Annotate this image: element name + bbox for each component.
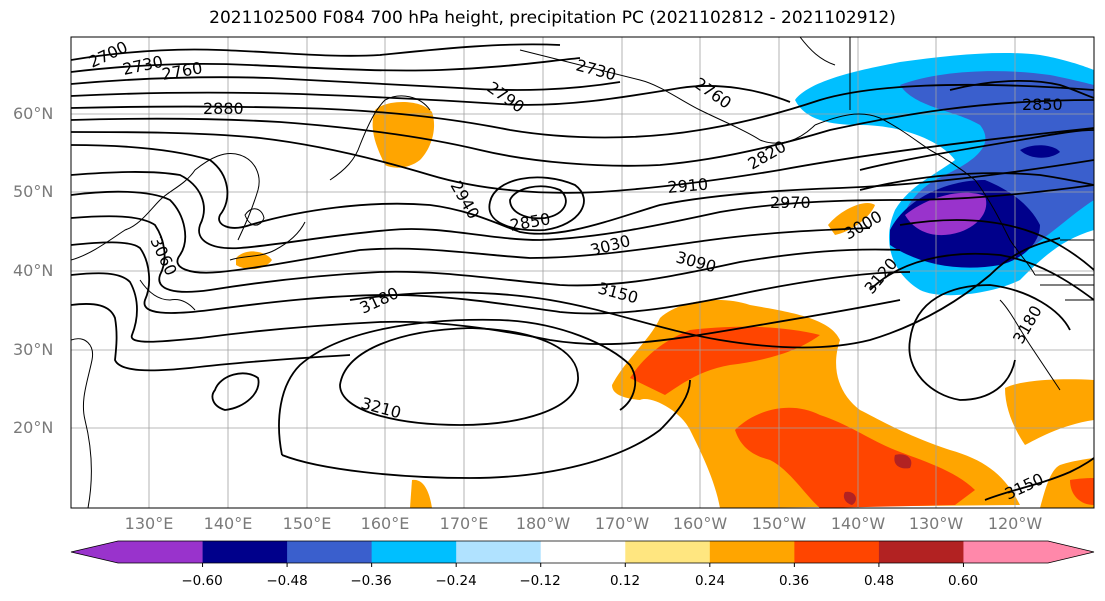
lon-label: 160°E [360, 514, 410, 533]
colorbar-segment [202, 541, 288, 563]
colorbar-segment [456, 541, 542, 563]
colorbar-tick-label: 0.24 [694, 573, 726, 589]
contour-label: 2910 [667, 175, 709, 197]
colorbar-tick-label: −0.60 [181, 573, 223, 589]
contour-label: 2880 [203, 99, 244, 118]
coastlines [71, 37, 1094, 508]
lon-label: 170°W [594, 514, 650, 533]
colorbar-tick-label: 0.12 [609, 573, 641, 589]
lat-label: 20°N [13, 418, 54, 437]
colorbar-tick-label: −0.36 [350, 573, 392, 589]
lon-label: 160°W [672, 514, 728, 533]
map-frame [70, 36, 1095, 509]
lat-label: 30°N [13, 340, 54, 359]
colorbar-tick-label: −0.12 [519, 573, 561, 589]
colorbar-segment [71, 541, 203, 563]
precip-negative-shading [795, 52, 1094, 296]
contour-label: 2970 [770, 193, 811, 212]
lon-label: 170°E [439, 514, 489, 533]
contour-label: 2850 [1022, 95, 1063, 114]
colorbar-segment [540, 541, 626, 563]
colorbar-segment [878, 541, 964, 563]
map-title: 2021102500 F084 700 hPa height, precipit… [209, 8, 896, 28]
lat-label: 40°N [13, 261, 54, 280]
lat-label: 50°N [13, 182, 54, 201]
lat-label: 60°N [13, 104, 54, 123]
colorbar-tick-label: 0.48 [863, 573, 895, 589]
lon-label: 130°E [124, 514, 174, 533]
lon-label: 130°W [908, 514, 964, 533]
colorbar-segment [709, 541, 795, 563]
lon-label: 120°W [987, 514, 1043, 533]
colorbar-segment [963, 541, 1094, 563]
lon-label: 140°W [830, 514, 886, 533]
colorbar-segment [625, 541, 711, 563]
colorbar-tick-label: −0.24 [435, 573, 477, 589]
lon-label: 150°W [751, 514, 807, 533]
height-contours [71, 43, 1094, 501]
colorbar-tick-label: −0.48 [266, 573, 308, 589]
colorbar-tick-label: 0.60 [947, 573, 979, 589]
colorbar-tick-label: 0.36 [778, 573, 810, 589]
lon-label: 140°E [203, 514, 253, 533]
colorbar-outline [70, 540, 1095, 564]
colorbar [70, 540, 1095, 567]
colorbar-segment [371, 541, 457, 563]
lon-label: 150°E [282, 514, 332, 533]
colorbar-segment [794, 541, 880, 563]
precip-positive-shading [236, 102, 1094, 508]
lon-label: 180°W [515, 514, 571, 533]
colorbar-segment [287, 541, 373, 563]
